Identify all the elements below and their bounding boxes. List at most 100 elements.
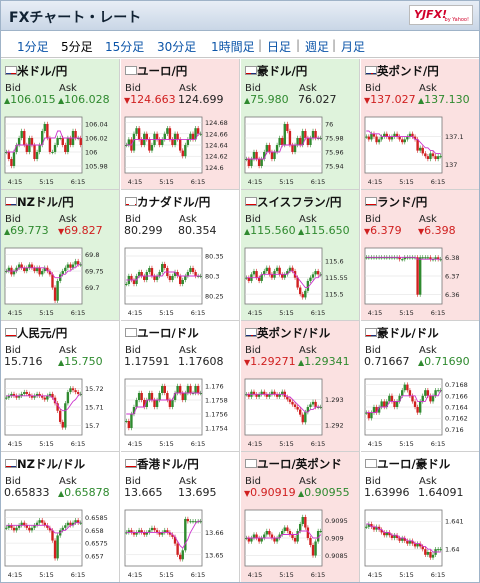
pair-name[interactable]: ユーロ/豪ドル — [377, 457, 451, 471]
x-tick-label: 4:15 — [368, 178, 383, 186]
x-tick-label: 6:15 — [71, 178, 86, 186]
candle — [316, 531, 320, 542]
mini-chart[interactable]: 69.8 69.75 69.7 4:15 5:15 6:15 — [3, 244, 118, 318]
pair-name[interactable]: 英ポンド/円 — [377, 64, 439, 78]
mini-chart[interactable]: 76 75.98 75.96 75.94 4:15 5:15 6:15 — [243, 113, 358, 187]
mini-chart[interactable]: 15.72 15.71 15.7 4:15 5:15 6:15 — [3, 375, 118, 449]
y-tick-label: 1.292 — [325, 421, 344, 429]
candle — [41, 395, 44, 398]
pair-card-nzdusd[interactable]: NZドル/ドル Bid Ask 0.65833 ▲0.65878 0.6585 0.658 0… — [1, 452, 120, 582]
candle — [166, 530, 169, 533]
tab-1[interactable]: 1分足 — [17, 40, 49, 54]
pair-card-audjpy[interactable]: 豪ドル/円 Bid Ask ▲75.980 76.027 76 75.98 75.96 75.9… — [241, 59, 360, 190]
pair-name[interactable]: ユーロ/英ポンド — [257, 457, 342, 471]
moving-average-line — [246, 530, 322, 539]
candle — [418, 147, 422, 151]
pair-card-cnhjpy[interactable]: 人民元/円 Bid Ask 15.716 ▲15.750 15.72 15.71 15.7 4:… — [1, 321, 120, 452]
candle — [125, 532, 128, 534]
pair-card-hkdjpy[interactable]: 香港ドル/円 Bid Ask 13.665 13.695 13.66 13.65 4:15 5:… — [121, 452, 240, 582]
candle — [298, 524, 302, 531]
candle — [166, 128, 169, 134]
ask-text: 106.028 — [64, 93, 110, 106]
pair-name[interactable]: 英ポンド/ドル — [257, 326, 331, 340]
candle — [127, 421, 131, 428]
pair-card-gbpjpy[interactable]: 英ポンド/円 Bid Ask ▼137.027 ▲137.130 137.1 137 4:15… — [361, 59, 479, 190]
mini-chart[interactable]: 80.35 80.3 80.25 4:15 5:15 6:15 — [123, 244, 238, 318]
ask-text: 1.17608 — [178, 355, 224, 368]
x-tick-label: 5:15 — [279, 309, 294, 317]
mini-chart[interactable]: 13.66 13.65 4:15 5:15 6:15 — [123, 506, 238, 580]
pair-card-zarjpy[interactable]: ランド/円 Bid Ask ▼6.379 ▼6.398 6.38 6.37 6.36 4:15 5… — [361, 190, 479, 321]
tab-3[interactable]: 15分足 — [105, 40, 145, 54]
candle — [260, 274, 263, 281]
pair-name[interactable]: ランド/円 — [377, 195, 428, 209]
candle — [186, 386, 190, 393]
bid-text: 0.71667 — [364, 355, 410, 368]
candle — [132, 407, 136, 414]
mini-chart[interactable]: 124.68 124.66 124.64 124.62 124.6 4:15 5:15 6:1… — [123, 113, 238, 187]
candle — [171, 276, 174, 280]
mini-chart[interactable]: 6.38 6.37 6.36 4:15 5:15 6:15 — [363, 244, 478, 318]
pair-card-usdjpy[interactable]: 米ドル/円 Bid Ask ▲106.015 ▲106.028 106.04 106.02 1… — [1, 59, 120, 190]
pair-name[interactable]: NZドル/円 — [17, 195, 74, 209]
mini-chart[interactable]: 115.6 115.55 115.5 4:15 5:15 6:15 — [243, 244, 358, 318]
candle — [250, 159, 253, 166]
pair-name[interactable]: カナダドル/円 — [137, 195, 211, 209]
pair-card-chfjpy[interactable]: スイスフラン/円 Bid Ask ▲115.560 ▲115.650 115.6 115.5… — [241, 190, 360, 321]
pair-name[interactable]: 豪ドル/ドル — [377, 326, 439, 340]
candle — [25, 145, 29, 152]
mini-chart[interactable]: 0.7168 0.7166 0.7164 0.7162 0.716 4:15 5:15 6:1… — [363, 375, 478, 449]
tab-6[interactable]: 日足 — [267, 40, 292, 54]
candle — [161, 139, 164, 145]
candle — [43, 522, 46, 526]
candle — [411, 540, 414, 544]
pair-name[interactable]: スイスフラン/円 — [257, 195, 342, 209]
pair-card-nzdjpy[interactable]: NZドル/円 Bid Ask ▲69.773 ▼69.827 69.8 69.75 69.7 4… — [1, 190, 120, 321]
mini-chart[interactable]: 0.9095 0.909 0.9085 4:15 5:15 6:15 — [243, 506, 358, 580]
pair-name[interactable]: ユーロ/ドル — [137, 326, 199, 340]
up-arrow-icon: ▲ — [4, 227, 11, 236]
mini-chart[interactable]: 1.176 1.1758 1.1756 1.1754 4:15 5:15 6:15 — [123, 375, 238, 449]
pair-card-eurusd[interactable]: ユーロ/ドル Bid Ask 1.17591 1.17608 1.176 1.1758 1.1… — [121, 321, 240, 452]
candle — [273, 391, 276, 395]
candle — [245, 159, 248, 160]
pair-name[interactable]: 米ドル/円 — [17, 64, 68, 78]
candle — [281, 531, 284, 535]
y-tick-label: 105.98 — [85, 163, 108, 171]
x-tick-label: 5:15 — [39, 571, 54, 579]
mini-chart[interactable]: 1.293 1.292 4:15 5:15 6:15 — [243, 375, 358, 449]
mini-chart[interactable]: 1.641 1.64 4:15 5:15 6:15 — [363, 506, 478, 580]
yjfx-logo[interactable]: YJFX! by Yahoo! — [409, 5, 473, 25]
pair-name[interactable]: 香港ドル/円 — [137, 457, 199, 471]
pair-name[interactable]: 豪ドル/円 — [257, 64, 308, 78]
candle — [372, 407, 376, 413]
candle — [388, 257, 391, 259]
tab-4[interactable]: 30分足 — [157, 40, 197, 54]
pair-card-cadjpy[interactable]: カナダドル/円 Bid Ask 80.299 80.354 80.35 80.3 80.25 4… — [121, 190, 240, 321]
x-tick-label: 5:15 — [159, 178, 174, 186]
candle — [184, 276, 187, 280]
candle — [173, 272, 177, 276]
tab-8[interactable]: 月足 — [341, 40, 366, 54]
pair-name[interactable]: 人民元/円 — [17, 326, 68, 340]
candle — [191, 268, 195, 272]
pair-card-audusd[interactable]: 豪ドル/ドル Bid Ask 0.71667 ▲0.71690 0.7168 0.7166 0… — [361, 321, 479, 452]
tab-5[interactable]: 1時間足 — [211, 40, 255, 54]
pair-card-gbpusd[interactable]: 英ポンド/ドル Bid Ask ▼1.29271 ▲1.29341 1.293 1.292 4… — [241, 321, 360, 452]
tab-2[interactable]: 5分足 — [61, 40, 93, 54]
x-tick-label: 4:15 — [248, 178, 263, 186]
mini-chart[interactable]: 0.6585 0.658 0.6575 0.657 4:15 5:15 6:15 — [3, 506, 118, 580]
mini-chart[interactable]: 137.1 137 4:15 5:15 6:15 — [363, 113, 478, 187]
pair-card-eurgbp[interactable]: ユーロ/英ポンド Bid Ask ▼0.90919 ▲0.90955 0.9095 0.90… — [241, 452, 360, 582]
x-tick-label: 5:15 — [159, 440, 174, 448]
mini-chart[interactable]: 106.04 106.02 106 105.98 4:15 5:15 6:15 — [3, 113, 118, 187]
candle — [413, 136, 417, 140]
tab-7[interactable]: 週足 — [305, 40, 330, 54]
pair-name[interactable]: NZドル/ドル — [17, 457, 86, 471]
candle — [265, 394, 269, 397]
ask-label: Ask — [179, 345, 197, 356]
pair-card-eurjpy[interactable]: ユーロ/円 Bid Ask ▼124.663 124.699 124.68 124.66 12… — [121, 59, 240, 190]
x-tick-label: 5:15 — [39, 309, 54, 317]
pair-name[interactable]: ユーロ/円 — [137, 64, 188, 78]
pair-card-eurnzd[interactable]: ユーロ/豪ドル Bid Ask 1.63996 1.64091 1.641 1.64 4:15… — [361, 452, 479, 582]
